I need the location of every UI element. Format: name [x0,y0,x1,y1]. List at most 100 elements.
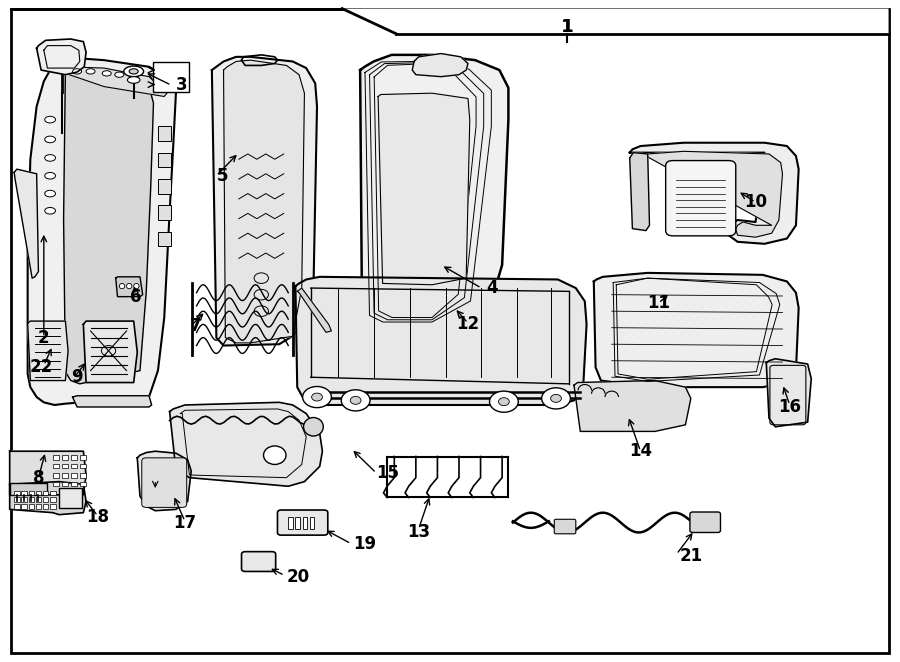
Ellipse shape [128,77,140,83]
Bar [62,455,68,460]
Bar [53,482,59,487]
Polygon shape [116,277,143,297]
Polygon shape [73,396,152,407]
Ellipse shape [73,69,82,74]
Ellipse shape [264,446,286,465]
Polygon shape [37,39,86,75]
Circle shape [490,391,518,412]
Bar [14,491,20,495]
FancyBboxPatch shape [690,512,721,532]
Ellipse shape [45,190,56,197]
Bar [80,473,86,478]
Bar [80,482,86,487]
Circle shape [302,387,331,408]
Text: 5: 5 [216,167,228,185]
Bar [71,464,77,469]
Bar [53,473,59,478]
Text: 19: 19 [353,535,376,553]
Polygon shape [412,54,468,77]
Bar [43,497,49,502]
Bar [310,517,314,529]
Ellipse shape [134,283,140,289]
Text: 11: 11 [647,294,670,312]
Polygon shape [10,482,86,514]
Bar [158,153,171,167]
Bar [14,497,20,502]
Polygon shape [10,451,86,495]
Ellipse shape [127,283,132,289]
FancyBboxPatch shape [554,519,576,534]
Circle shape [542,388,571,409]
Bar [59,489,82,508]
Text: 10: 10 [744,193,767,211]
Bar [50,497,56,502]
Bar [71,455,77,460]
Ellipse shape [86,69,95,74]
FancyBboxPatch shape [666,161,736,236]
Circle shape [350,397,361,404]
Bar [43,491,49,495]
Polygon shape [630,143,798,244]
Bar [43,504,49,508]
Bar [62,464,68,469]
Text: 7: 7 [189,316,201,335]
Polygon shape [138,451,191,510]
Ellipse shape [45,155,56,162]
Bar [295,517,300,529]
Bar [22,497,27,502]
Polygon shape [84,321,138,383]
Bar [158,126,171,141]
Bar [71,473,77,478]
Ellipse shape [103,71,112,76]
Ellipse shape [130,73,139,79]
Circle shape [499,398,509,406]
Text: 4: 4 [486,279,498,297]
Bar [154,62,189,92]
Bar [158,205,171,220]
Bar [80,455,86,460]
Bar [62,473,68,478]
FancyBboxPatch shape [277,510,328,535]
Ellipse shape [115,72,124,77]
Polygon shape [28,59,176,405]
Bar [22,491,27,495]
Polygon shape [212,57,317,346]
Bar [53,455,59,460]
Bar [29,504,34,508]
FancyBboxPatch shape [142,458,186,507]
Text: 17: 17 [174,514,196,532]
Bar [302,517,307,529]
Polygon shape [766,359,811,427]
Text: 8: 8 [32,469,44,487]
Ellipse shape [45,173,56,179]
Bar [36,491,41,495]
Ellipse shape [45,207,56,214]
Ellipse shape [120,283,125,289]
Bar [288,517,292,529]
Ellipse shape [303,418,323,436]
Text: 1: 1 [561,18,572,36]
Text: 6: 6 [130,288,141,306]
Text: 18: 18 [86,508,109,526]
Polygon shape [574,381,691,432]
Bar [50,504,56,508]
Polygon shape [360,55,508,331]
Polygon shape [61,67,166,97]
Bar [158,232,171,246]
Circle shape [311,393,322,401]
Bar [22,504,27,508]
Ellipse shape [45,136,56,143]
Polygon shape [28,321,68,381]
Polygon shape [378,93,470,285]
Ellipse shape [124,66,144,77]
Circle shape [551,395,562,402]
Text: 21: 21 [680,547,702,565]
Polygon shape [14,169,39,278]
Polygon shape [594,273,798,387]
Circle shape [341,390,370,411]
Polygon shape [223,60,304,343]
Polygon shape [169,402,322,487]
Text: 20: 20 [286,568,310,586]
Ellipse shape [45,117,56,123]
Text: 16: 16 [778,398,801,416]
